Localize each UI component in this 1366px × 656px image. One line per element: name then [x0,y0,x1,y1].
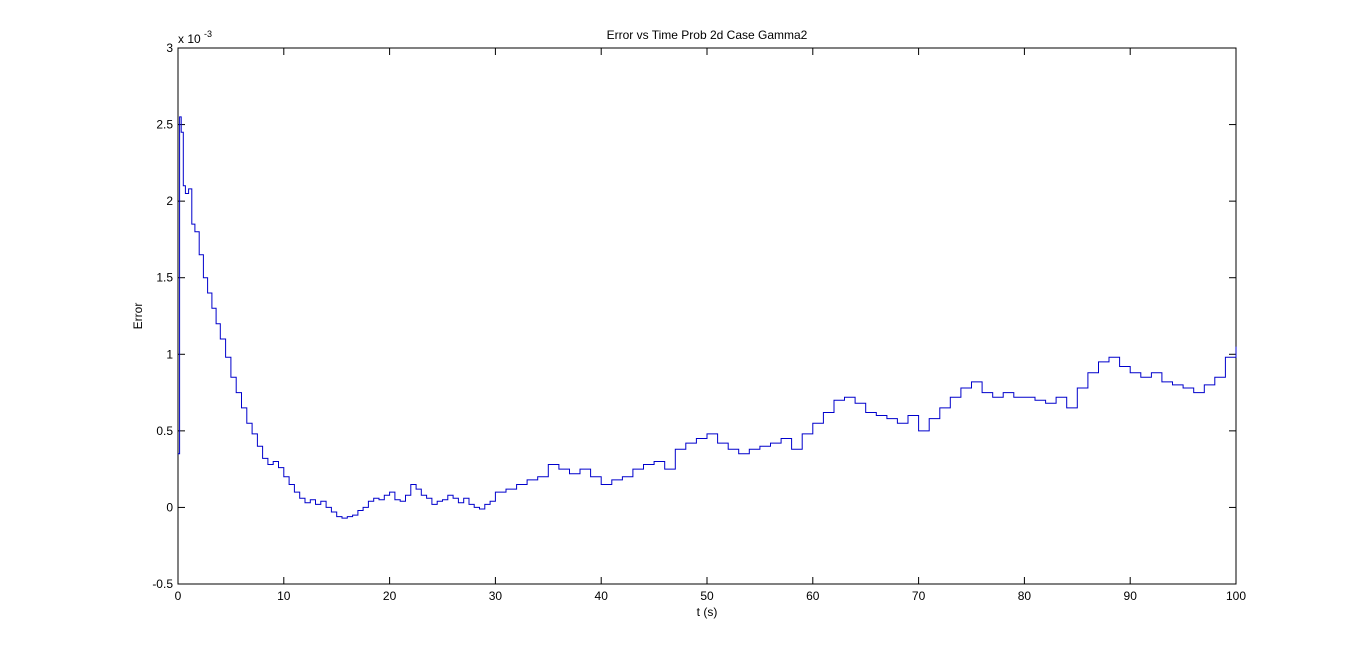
y-exponent-base: x 10 [178,32,201,46]
x-tick-label: 0 [175,589,182,603]
error-series-line [178,116,1237,519]
x-tick-label: 20 [383,589,397,603]
x-tick-label: 70 [912,589,926,603]
series-layer [178,116,1237,519]
y-axis-exponent: x 10 -3 [178,29,212,46]
y-tick-label: 2 [166,194,173,208]
x-tick-label: 60 [806,589,820,603]
x-tick-label: 80 [1018,589,1032,603]
y-axis-ticks: -0.5 0 0.5 1 1.5 2 2.5 3 [152,41,1236,591]
y-tick-label: 0.5 [156,424,173,438]
x-tick-label: 40 [595,589,609,603]
x-tick-label: 10 [277,589,291,603]
x-axis-label: t (s) [697,605,718,619]
y-exponent-power: -3 [204,29,212,39]
x-tick-label: 100 [1226,589,1246,603]
plot-area [177,47,1237,585]
x-tick-label: 50 [700,589,714,603]
x-tick-label: 90 [1124,589,1138,603]
y-tick-label: 2.5 [156,118,173,132]
y-tick-label: 1.5 [156,271,173,285]
x-tick-label: 30 [489,589,503,603]
chart-title: Error vs Time Prob 2d Case Gamma2 [607,28,808,42]
x-axis-ticks: 0 10 20 30 40 50 60 70 80 90 100 [175,48,1246,603]
y-tick-label: -0.5 [152,577,173,591]
y-tick-label: 0 [166,500,173,514]
y-tick-label: 3 [166,41,173,55]
y-axis-label: Error [131,303,145,330]
y-tick-label: 1 [166,347,173,361]
